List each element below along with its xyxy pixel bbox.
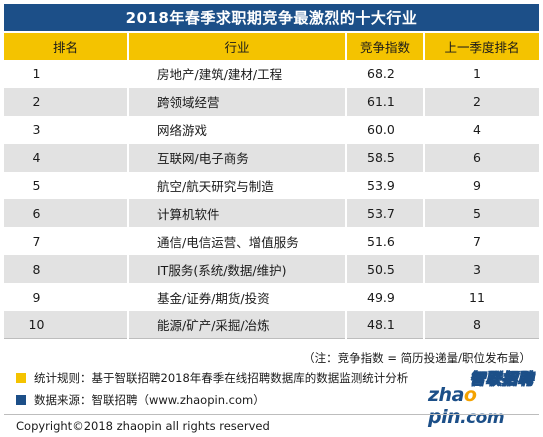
prev-rank-cell: 6 [424,143,539,172]
rank-cell: 1 [4,60,129,88]
legend-source: 数据来源：智联招聘（www.zhaopin.com） [16,392,265,408]
table-row: 1 房地产/建筑/建材/工程 68.2 1 [4,60,539,88]
index-cell: 49.9 [346,283,425,312]
legend-rule-text: 统计规则：基于智联招聘2018年春季在线招聘数据库的数据监测统计分析 [34,371,409,385]
prev-rank-cell: 8 [424,311,539,340]
logo-cn-text: 智联招聘 [470,370,535,389]
table-header-row: 排名 行业 竞争指数 上一季度排名 [4,33,539,60]
legend-rule: 统计规则：基于智联招聘2018年春季在线招聘数据库的数据监测统计分析 [16,370,408,386]
rank-cell: 7 [4,227,129,256]
prev-rank-cell: 4 [424,115,539,144]
index-cell: 61.1 [346,87,425,116]
rank-cell: 2 [4,87,129,116]
logo-en-text: zhaopin.com [428,384,505,428]
legend-source-text: 数据来源：智联招聘（www.zhaopin.com） [34,393,265,407]
table-row: 5 航空/航天研究与制造 53.9 9 [4,171,539,200]
prev-rank-cell: 1 [424,60,539,88]
industry-cell: 互联网/电子商务 [128,143,347,172]
zhaopin-logo: 智联招聘 zhaopin.com [418,368,540,428]
index-cell: 50.5 [346,255,425,284]
rank-cell: 8 [4,255,129,284]
rank-cell: 5 [4,171,129,200]
table-row: 4 互联网/电子商务 58.5 6 [4,143,539,172]
yellow-square-icon [16,373,26,383]
industry-cell: 跨领域经营 [128,87,347,116]
prev-rank-cell: 11 [424,283,539,312]
index-cell: 51.6 [346,227,425,256]
copyright-text: Copyright©2018 zhaopin all rights reserv… [16,419,270,433]
footer-divider [4,414,539,415]
table-row: 3 网络游戏 60.0 4 [4,115,539,144]
header-industry: 行业 [128,33,347,60]
table-row: 9 基金/证券/期货/投资 49.9 11 [4,283,539,312]
index-cell: 58.5 [346,143,425,172]
industry-cell: 能源/矿产/采掘/冶炼 [128,311,347,340]
rank-cell: 4 [4,143,129,172]
rank-cell: 3 [4,115,129,144]
table-row: 2 跨领域经营 61.1 2 [4,87,539,116]
table-row: 7 通信/电信运营、增值服务 51.6 7 [4,227,539,256]
index-cell: 48.1 [346,311,425,340]
table-row: 8 IT服务(系统/数据/维护) 50.5 3 [4,255,539,284]
industry-cell: 通信/电信运营、增值服务 [128,227,347,256]
prev-rank-cell: 2 [424,87,539,116]
prev-rank-cell: 3 [424,255,539,284]
index-cell: 60.0 [346,115,425,144]
logo-o-accent: o [463,384,477,406]
industry-cell: 网络游戏 [128,115,347,144]
index-cell: 68.2 [346,60,425,88]
index-cell: 53.9 [346,171,425,200]
blue-square-icon [16,395,26,405]
header-index: 竞争指数 [346,33,425,60]
table-row: 10 能源/矿产/采掘/冶炼 48.1 8 [4,311,539,340]
rank-cell: 6 [4,199,129,228]
header-rank: 排名 [4,33,129,60]
industry-cell: 计算机软件 [128,199,347,228]
header-prev-rank: 上一季度排名 [424,33,539,60]
formula-note: （注：竞争指数 = 简历投递量/职位发布量） [303,351,531,365]
page-title: 2018年春季求职期竞争最激烈的十大行业 [4,4,539,31]
industry-cell: 房地产/建筑/建材/工程 [128,60,347,88]
rank-cell: 10 [4,311,129,340]
prev-rank-cell: 9 [424,171,539,200]
rank-cell: 9 [4,283,129,312]
index-cell: 53.7 [346,199,425,228]
ranking-table: 排名 行业 竞争指数 上一季度排名 1 房地产/建筑/建材/工程 68.2 1 … [4,33,539,340]
industry-cell: 基金/证券/期货/投资 [128,283,347,312]
table-row: 6 计算机软件 53.7 5 [4,199,539,228]
industry-cell: 航空/航天研究与制造 [128,171,347,200]
prev-rank-cell: 7 [424,227,539,256]
industry-cell: IT服务(系统/数据/维护) [128,255,347,284]
prev-rank-cell: 5 [424,199,539,228]
